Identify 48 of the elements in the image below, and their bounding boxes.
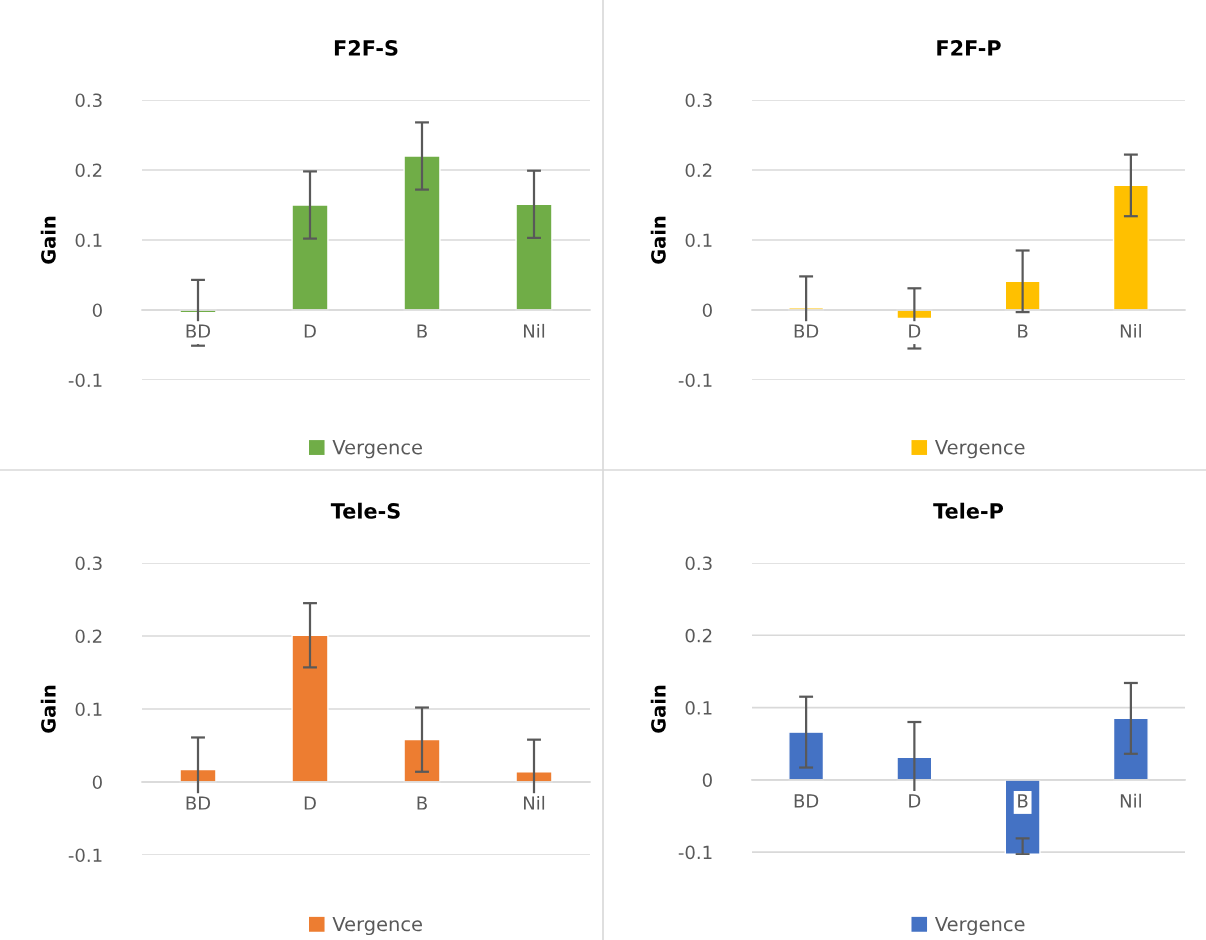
y-tick-label: 0.2 [685, 628, 712, 643]
chart-title: Tele-S [330, 502, 400, 519]
y-axis-title: Gain [650, 685, 666, 733]
x-tick-label: BD [186, 796, 211, 810]
y-tick-label: 0.3 [75, 93, 102, 108]
chart-title: F2F-S [334, 40, 398, 56]
y-axis-title: Gain [40, 216, 56, 264]
legend-label: Vergence [934, 440, 1025, 459]
y-tick-label: 0.1 [685, 233, 712, 248]
y-tick-label: 0 [702, 773, 712, 787]
legend-label: Vergence [332, 440, 422, 459]
y-tick-label: -0.1 [678, 845, 712, 860]
y-tick-label: 0.1 [75, 233, 102, 248]
x-tick-label: BD [794, 324, 819, 338]
x-tick-label: Nil [1120, 793, 1141, 808]
x-tick-label: D [909, 324, 921, 338]
y-tick-label: -0.1 [68, 373, 102, 388]
y-tick-label: 0.2 [75, 163, 102, 178]
y-tick-label: 0.1 [685, 701, 712, 715]
x-tick-label: Nil [524, 323, 545, 338]
y-tick-label: 0 [92, 775, 102, 790]
y-axis-title: Gain [650, 216, 666, 264]
x-tick-label: BD [186, 324, 211, 338]
y-tick-label: 0.2 [685, 163, 712, 178]
x-tick-label: D [909, 794, 921, 808]
y-tick-label: 0.3 [685, 93, 712, 108]
x-tick-label: BD [794, 794, 819, 808]
chart-title: Tele-P [933, 502, 1004, 519]
y-tick-label: -0.1 [678, 373, 712, 388]
x-tick-label: Nil [524, 795, 545, 810]
x-tick-label: B [1018, 324, 1028, 338]
chart-title: F2F-P [937, 40, 1001, 56]
y-tick-label: 0.3 [685, 556, 712, 571]
x-tick-label: B [417, 796, 427, 810]
y-tick-label: 0.1 [75, 702, 102, 717]
x-tick-label: D [304, 796, 316, 810]
y-tick-label: -0.1 [68, 848, 102, 863]
y-tick-label: 0 [702, 303, 712, 318]
x-tick-label: D [304, 324, 316, 338]
x-tick-label: B [417, 324, 427, 338]
y-axis-title: Gain [40, 685, 56, 733]
x-tick-label: Nil [1120, 323, 1141, 338]
legend-label: Vergence [332, 916, 422, 936]
y-tick-label: 0.2 [75, 629, 102, 644]
y-tick-label: 0.3 [75, 556, 102, 571]
y-tick-label: 0 [92, 303, 102, 318]
legend-label: Vergence [934, 916, 1025, 936]
x-tick-label: B [1018, 794, 1028, 808]
